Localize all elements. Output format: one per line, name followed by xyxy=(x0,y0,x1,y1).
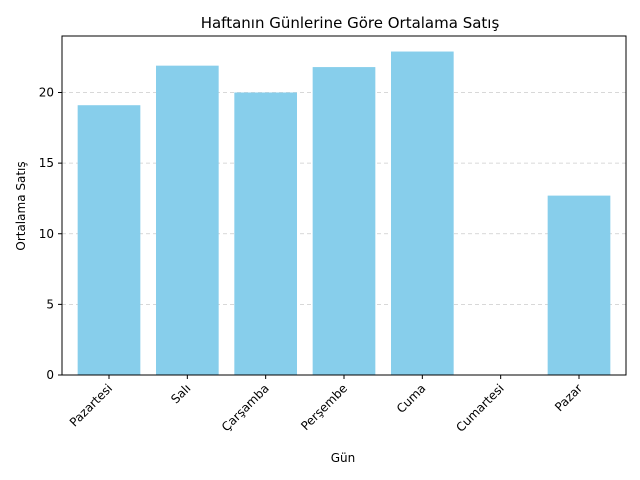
bar-2 xyxy=(234,92,297,375)
y-tick-label: 20 xyxy=(39,86,54,100)
x-tick-label: Perşembe xyxy=(298,381,350,433)
x-tick-label: Cuma xyxy=(394,381,429,416)
bar-4 xyxy=(391,51,454,375)
bars xyxy=(77,51,611,376)
bar-3 xyxy=(312,67,376,375)
y-tick-label: 5 xyxy=(46,297,54,311)
x-tick-label: Salı xyxy=(168,381,193,406)
y-tick-label: 15 xyxy=(39,156,54,170)
bar-1 xyxy=(156,65,219,375)
y-tick-label: 10 xyxy=(39,227,54,241)
bar-0 xyxy=(77,105,141,376)
y-axis-label: Ortalama Satış xyxy=(14,161,28,250)
chart-title: Haftanın Günlerine Göre Ortalama Satış xyxy=(201,14,500,32)
y-axis-ticks: 0 5 10 15 20 xyxy=(39,86,62,382)
x-tick-label: Pazartesi xyxy=(67,381,115,429)
y-tick-label: 0 xyxy=(46,368,54,382)
x-tick-label: Pazar xyxy=(552,381,585,414)
x-axis-ticks: Pazartesi Salı Çarşamba Perşembe Cuma Cumarte… xyxy=(67,375,585,435)
bar-6 xyxy=(547,195,611,375)
x-tick-label: Cumartesi xyxy=(453,381,506,434)
x-tick-label: Çarşamba xyxy=(219,381,272,434)
x-axis-label: Gün xyxy=(331,451,356,465)
